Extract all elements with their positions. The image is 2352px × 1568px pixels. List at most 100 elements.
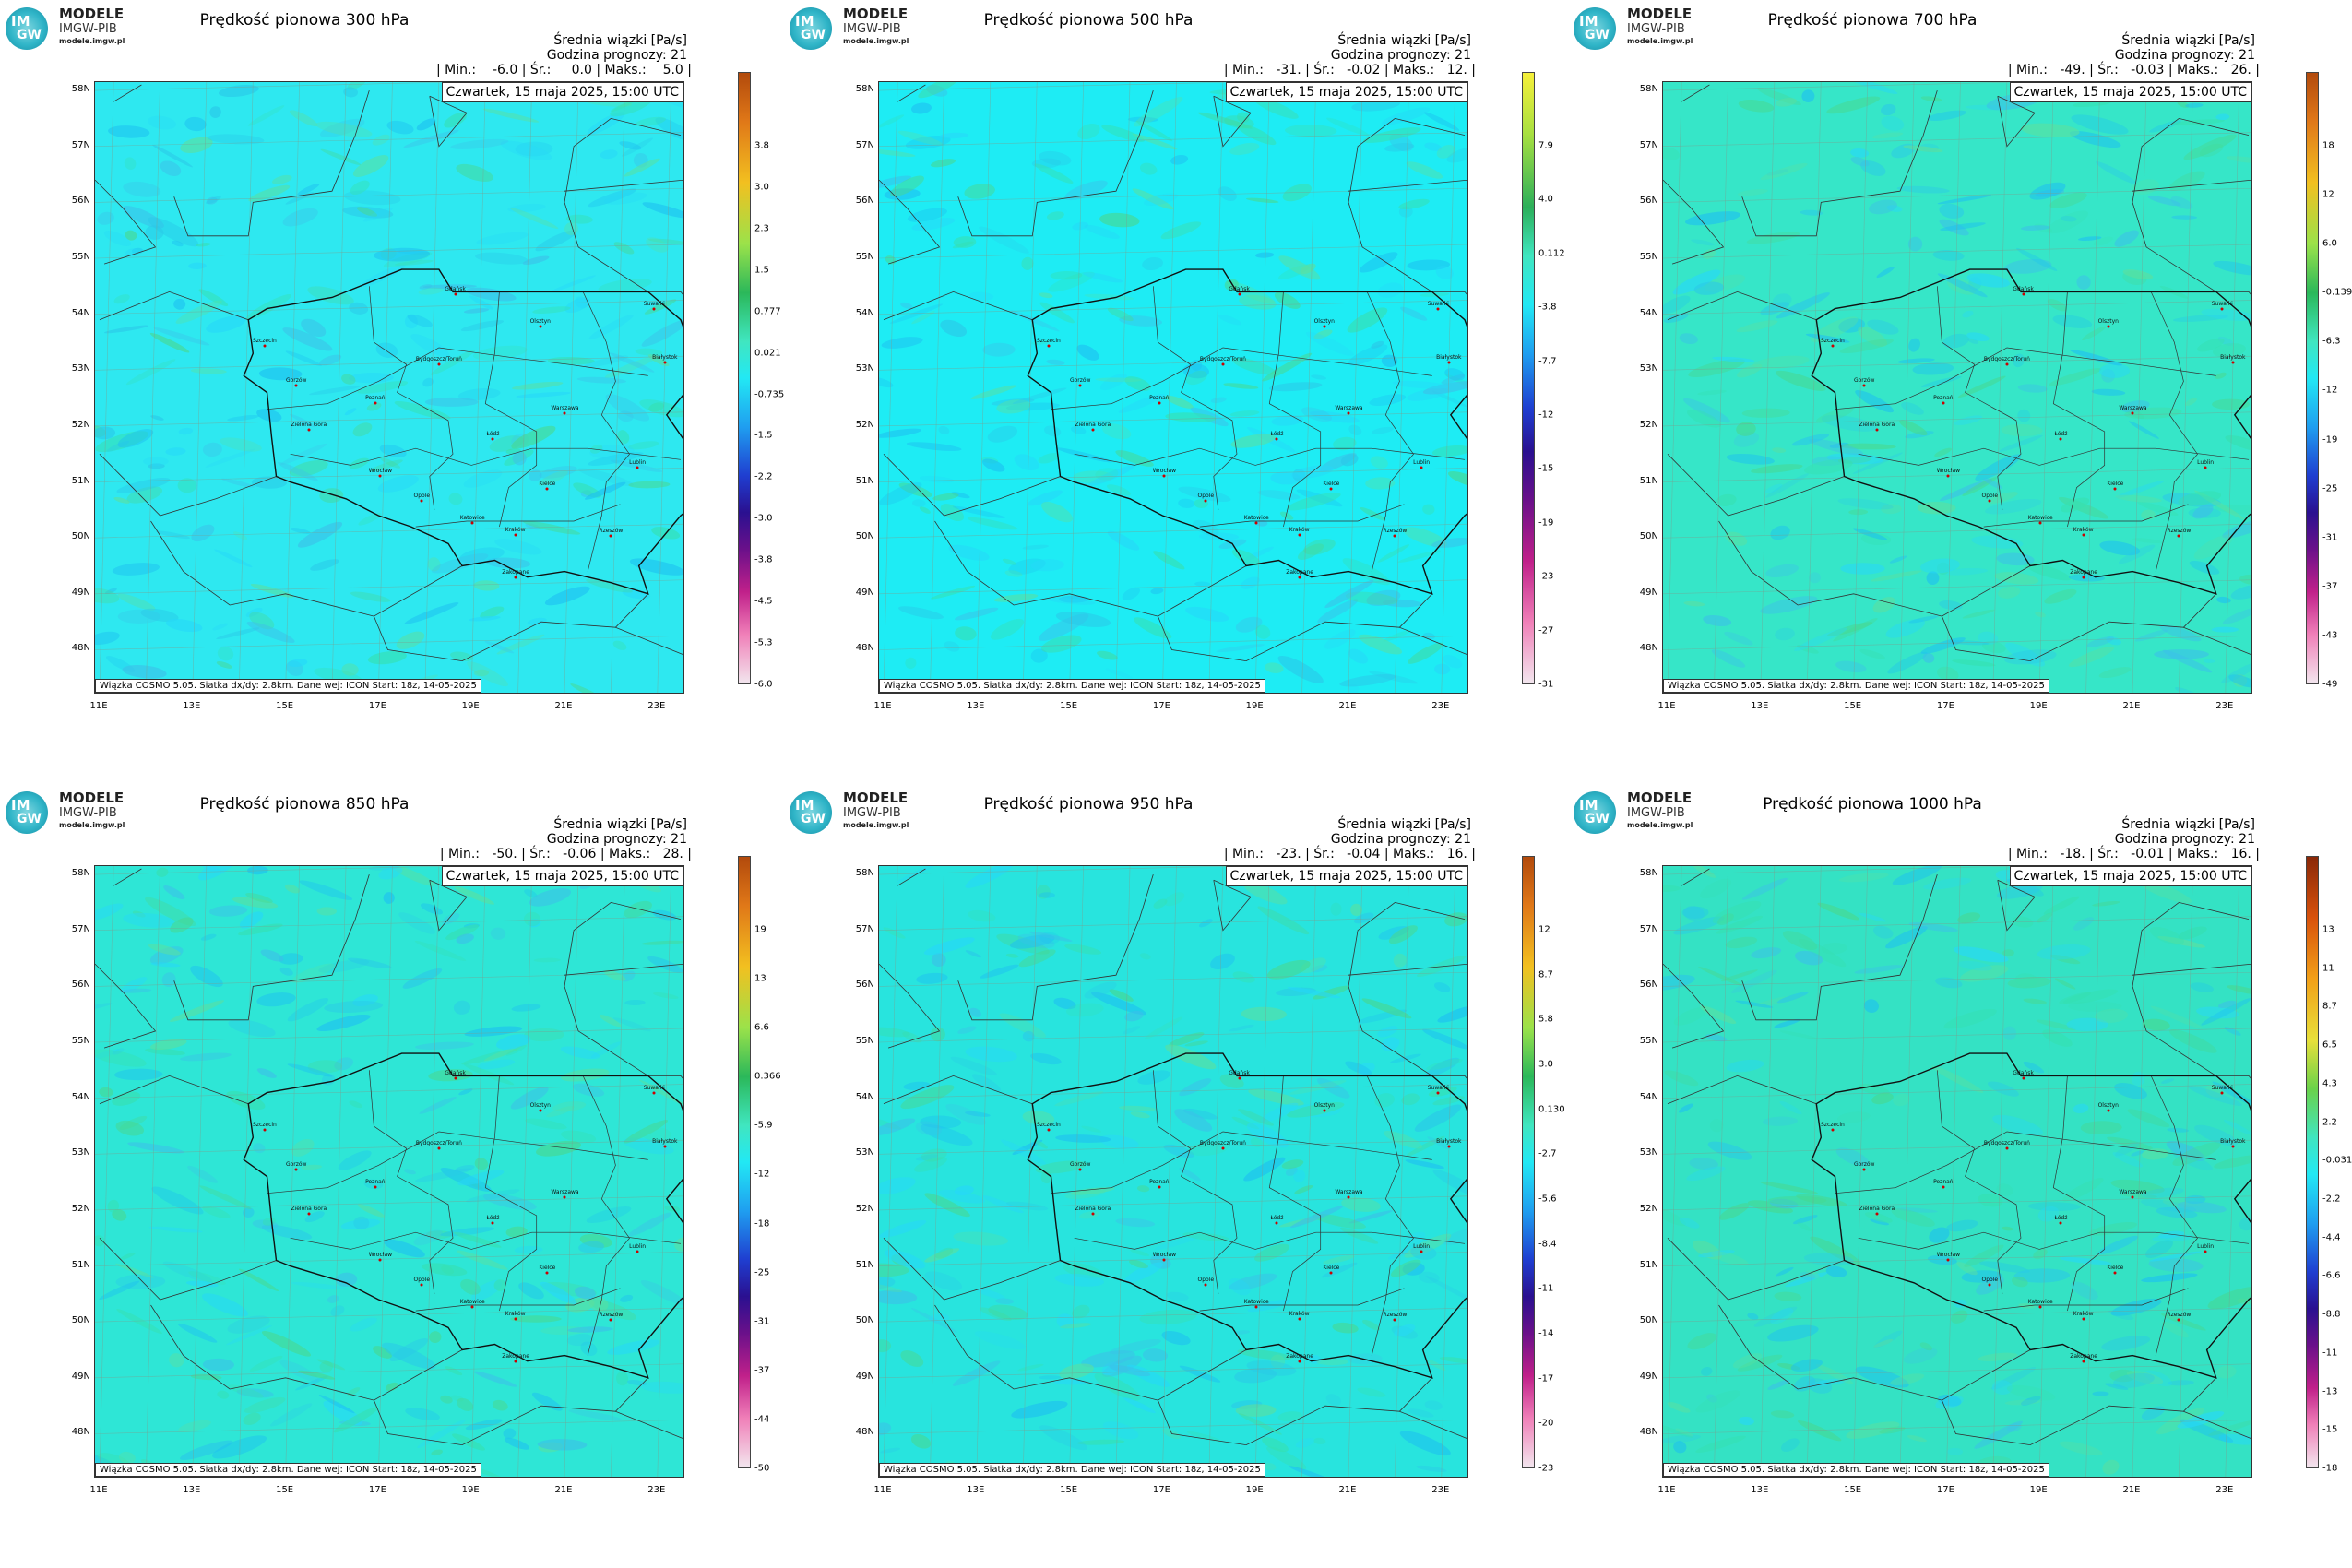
- city-marker: [2177, 1318, 2180, 1322]
- city-marker: [491, 437, 494, 441]
- city-label: Bydgoszcz/Toruń: [1983, 1140, 2030, 1147]
- panel-title: Prędkość pionowa 700 hPa: [1767, 11, 1978, 30]
- city-label: Kielce: [2107, 1265, 2124, 1272]
- city-marker: [1946, 1258, 1950, 1262]
- colorbar-label: -7.7: [1538, 356, 1557, 367]
- forecast-panel: IM GW MODELE IMGW-PIB modele.imgw.pl Prędkość…: [784, 0, 1568, 784]
- city-marker: [636, 466, 639, 469]
- latitude-label: 50N: [855, 1315, 874, 1326]
- longitude-label: 23E: [647, 1485, 666, 1495]
- city-label: Białystok: [2220, 1138, 2246, 1146]
- logo-text: MODELE IMGW-PIB modele.imgw.pl: [1627, 7, 1693, 45]
- longitude-label: 13E: [967, 701, 985, 711]
- city-marker: [307, 428, 311, 432]
- colorbar-label: -49: [2322, 679, 2338, 690]
- longitude-label: 13E: [183, 701, 201, 711]
- logo-text: MODELE IMGW-PIB modele.imgw.pl: [843, 7, 909, 45]
- longitude-label: 23E: [1431, 1485, 1450, 1495]
- city-label: Lublin: [2197, 459, 2215, 467]
- latitude-label: 55N: [855, 252, 874, 262]
- colorbar-label: -37: [2322, 581, 2338, 592]
- latitude-label: 55N: [855, 1036, 874, 1046]
- city-marker: [2107, 325, 2110, 328]
- map-canvas: [1663, 82, 2251, 693]
- logo-glyph-bottom: GW: [801, 812, 826, 826]
- city-label: Szczecin: [1820, 338, 1845, 345]
- latitude-label: 50N: [855, 531, 874, 542]
- city-label: Gdańsk: [445, 286, 466, 293]
- city-marker: [1091, 1212, 1095, 1216]
- latitude-label: 55N: [71, 1036, 90, 1046]
- info-header: Średnia wiązki [Pa/s] Godzina prognozy: …: [1330, 33, 1471, 63]
- city-label: Lublin: [2197, 1243, 2215, 1251]
- panel-title: Prędkość pionowa 950 hPa: [983, 795, 1194, 814]
- colorbar-label: -17: [1538, 1373, 1554, 1384]
- city-marker: [1942, 1185, 1945, 1189]
- city-marker: [1323, 1109, 1326, 1112]
- latitude-label: 49N: [71, 1371, 90, 1382]
- logo-url: modele.imgw.pl: [59, 37, 125, 45]
- colorbar-label: 2.3: [754, 223, 769, 234]
- city-marker: [2005, 362, 2009, 366]
- city-label: Olsztyn: [1313, 1101, 1335, 1109]
- longitude-label: 13E: [183, 1485, 201, 1495]
- city-label: Szczecin: [1036, 338, 1061, 345]
- city-label: Łódź: [2054, 431, 2068, 438]
- colorbar-label: -20: [1538, 1418, 1554, 1429]
- city-label: Rzeszów: [2167, 527, 2192, 534]
- latitude-label: 54N: [71, 307, 90, 318]
- longitude-label: 13E: [1751, 701, 1769, 711]
- city-marker: [1162, 1258, 1166, 1262]
- city-label: Zakopane: [1286, 1352, 1313, 1360]
- forecast-date: Czwartek, 15 maja 2025, 15:00 UTC: [441, 866, 683, 886]
- latitude-label: 51N: [855, 1259, 874, 1270]
- city-label: Szczecin: [1036, 1122, 1061, 1129]
- city-label: Kraków: [505, 526, 526, 533]
- colorbar-label: -19: [2322, 434, 2338, 445]
- city-label: Warszawa: [551, 1188, 579, 1195]
- colorbar-label: -2.2: [2322, 1194, 2341, 1205]
- colorbar-label: 11: [2322, 963, 2334, 974]
- colorbar-label: -15: [1538, 463, 1554, 474]
- map-area: Gdańsk Olsztyn Suwałki Białystok Szczecin Byd…: [878, 81, 1468, 694]
- map-area: Gdańsk Olsztyn Suwałki Białystok Szczecin Byd…: [1662, 865, 2252, 1478]
- colorbar-label: -12: [754, 1169, 770, 1180]
- city-label: Poznań: [365, 395, 386, 402]
- info-header: Średnia wiązki [Pa/s] Godzina prognozy: …: [546, 33, 687, 63]
- logo-line2: IMGW-PIB: [843, 806, 901, 820]
- colorbar: [738, 72, 751, 684]
- city-marker: [420, 1283, 423, 1287]
- forecast-panel: IM GW MODELE IMGW-PIB modele.imgw.pl Prędkość…: [784, 784, 1568, 1568]
- colorbar-label: 0.366: [754, 1071, 781, 1082]
- city-marker: [2177, 534, 2180, 538]
- logo-line2: IMGW-PIB: [1627, 22, 1685, 36]
- city-label: Opole: [1981, 1276, 1999, 1283]
- city-label: Kielce: [2107, 481, 2124, 488]
- stats-line: | Min.: -50. | Śr.: -0.06 | Maks.: 28. |: [439, 847, 692, 861]
- latitude-label: 57N: [1639, 923, 1658, 934]
- city-label: Rzeszów: [2167, 1311, 2192, 1318]
- longitude-label: 23E: [1431, 701, 1450, 711]
- city-label: Opole: [413, 1276, 431, 1283]
- city-marker: [1238, 1076, 1241, 1080]
- city-label: Warszawa: [2119, 1188, 2147, 1195]
- latitude-label: 48N: [1639, 1427, 1658, 1438]
- city-label: Gorzów: [1069, 376, 1091, 384]
- city-marker: [454, 1076, 457, 1080]
- latitude-label: 54N: [855, 307, 874, 318]
- colorbar-label: -0.031: [2322, 1155, 2352, 1166]
- city-label: Wrocław: [1936, 467, 1961, 474]
- city-label: Szczecin: [1820, 1122, 1845, 1129]
- city-label: Katowice: [1243, 515, 1269, 522]
- city-marker: [1831, 344, 1835, 348]
- city-label: Suwałki: [643, 300, 665, 307]
- forecast-panel: IM GW MODELE IMGW-PIB modele.imgw.pl Prędkość…: [1568, 0, 2352, 784]
- logo-text: MODELE IMGW-PIB modele.imgw.pl: [843, 791, 909, 829]
- city-marker: [514, 1317, 517, 1321]
- colorbar-label: -31: [754, 1316, 770, 1327]
- city-marker: [2113, 1271, 2117, 1275]
- colorbar-label: -0.735: [754, 389, 785, 400]
- city-label: Suwałki: [2211, 1084, 2233, 1091]
- logo-url: modele.imgw.pl: [843, 821, 909, 829]
- longitude-label: 15E: [1844, 701, 1862, 711]
